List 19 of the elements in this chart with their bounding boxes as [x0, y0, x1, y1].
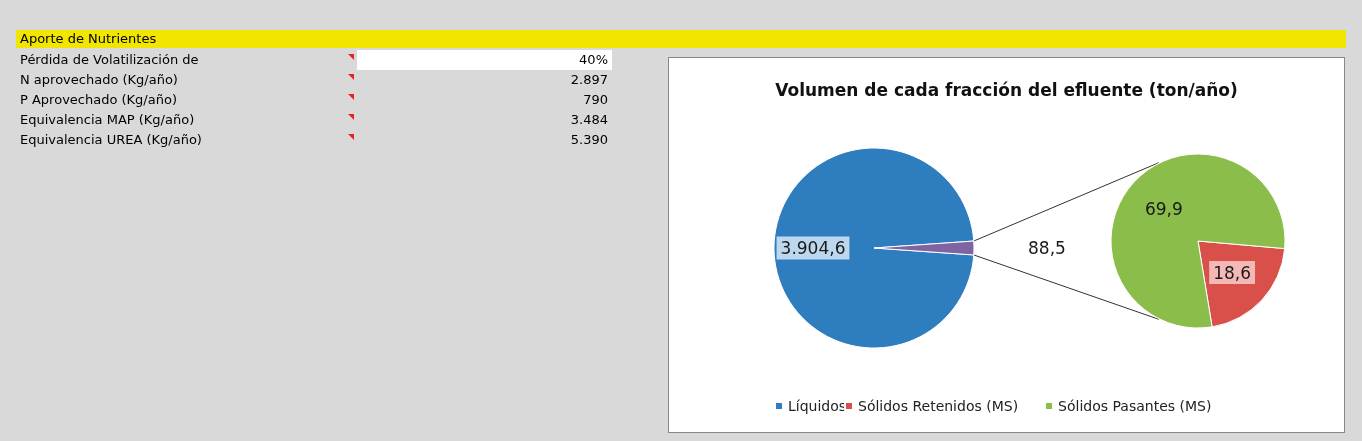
- category-label: N aprovechado (Kg/año): [20, 71, 178, 89]
- text: 3.484: [570, 112, 608, 127]
- legend-label: Líquidos: [788, 398, 847, 414]
- legend-label: Sólidos Pasantes (MS): [1058, 398, 1212, 414]
- data-label: 3.904,6: [780, 238, 846, 258]
- category-label: Equivalencia UREA (Kg/año): [20, 131, 202, 149]
- chart-title: Volumen de cada fracción del efluente (ton/año): [775, 79, 1238, 100]
- text: 2.897: [570, 72, 608, 87]
- text: 40%: [579, 52, 608, 67]
- text: 790: [583, 92, 608, 107]
- data-label: 69,9: [1144, 199, 1183, 220]
- legend-label: Sólidos Retenidos (MS): [858, 398, 1019, 414]
- category-label: Pérdida de Volatilización de: [20, 51, 199, 69]
- category-label: Equivalencia MAP (Kg/año): [20, 111, 195, 129]
- data-label: 88,5: [1028, 238, 1066, 258]
- text: 5.390: [570, 132, 608, 147]
- data-label: 18,6: [1213, 262, 1252, 283]
- category-label: P Aprovechado (Kg/año): [20, 91, 177, 109]
- text: Aporte de Nutrientes: [16, 30, 1346, 48]
